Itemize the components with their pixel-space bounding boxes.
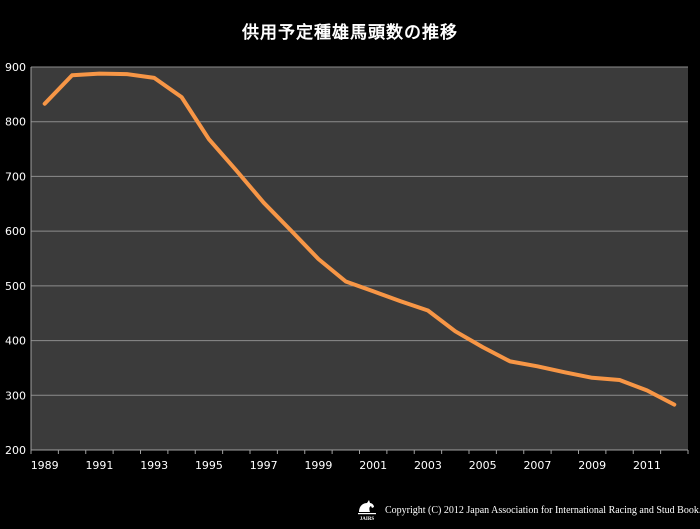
jairs-logo: JAIRS (356, 498, 378, 522)
data-point (207, 137, 211, 141)
x-tick-labels: 1989 1991 1993 1995 1997 1999 2001 2003 2005 2007… (31, 459, 661, 472)
data-point (645, 388, 649, 392)
data-point (535, 364, 539, 368)
data-point (125, 72, 129, 76)
x-tick-label: 1999 (304, 459, 332, 472)
y-tick-label: 700 (5, 170, 26, 183)
x-tick-label: 2001 (359, 459, 387, 472)
logo-text: JAIRS (360, 517, 375, 522)
data-point (508, 359, 512, 363)
y-tick-label: 300 (5, 389, 26, 402)
y-tick-label: 900 (5, 61, 26, 74)
y-tick-label: 200 (5, 444, 26, 457)
chart-title: 供用予定種雄馬頭数の推移 (242, 23, 458, 43)
data-point (371, 289, 375, 293)
x-tick-label: 1989 (31, 459, 59, 472)
data-point (563, 370, 567, 374)
x-tick-label: 1995 (195, 459, 223, 472)
y-tick-label: 600 (5, 225, 26, 238)
horse-logo-icon: JAIRS (358, 500, 376, 522)
x-tick-label: 1993 (140, 459, 168, 472)
x-tick-label: 2009 (578, 459, 606, 472)
data-point (399, 299, 403, 303)
x-tick-label: 1997 (250, 459, 278, 472)
y-tick-label: 400 (5, 335, 26, 348)
y-tick-label: 800 (5, 116, 26, 129)
data-point (481, 345, 485, 349)
x-tick-label: 2003 (414, 459, 442, 472)
footer: JAIRS Copyright (C) 2012 Japan Associati… (356, 497, 700, 523)
plot-area (31, 67, 688, 450)
x-tick-label: 2005 (469, 459, 497, 472)
copyright-text: Copyright (C) 2012 Japan Association for… (385, 504, 700, 516)
x-tick-label: 2007 (523, 459, 551, 472)
data-point (180, 95, 184, 99)
data-point (262, 201, 266, 205)
y-tick-label: 500 (5, 280, 26, 293)
series-layer (42, 71, 677, 407)
data-point (152, 76, 156, 80)
series-line (42, 71, 677, 407)
data-point (234, 168, 238, 172)
x-tick-label: 2011 (633, 459, 661, 472)
data-point (43, 102, 47, 106)
data-point (289, 229, 293, 233)
axes (30, 67, 689, 454)
x-tick-label: 1991 (85, 459, 113, 472)
data-point (672, 403, 676, 407)
data-point (453, 329, 457, 333)
data-point (97, 72, 101, 76)
y-tick-labels: 200 300 400 500 600 700 800 900 (5, 61, 26, 457)
data-point (426, 308, 430, 312)
data-point (70, 73, 74, 77)
data-point (316, 257, 320, 261)
data-point (344, 279, 348, 283)
data-point (590, 376, 594, 380)
data-point (618, 378, 622, 382)
